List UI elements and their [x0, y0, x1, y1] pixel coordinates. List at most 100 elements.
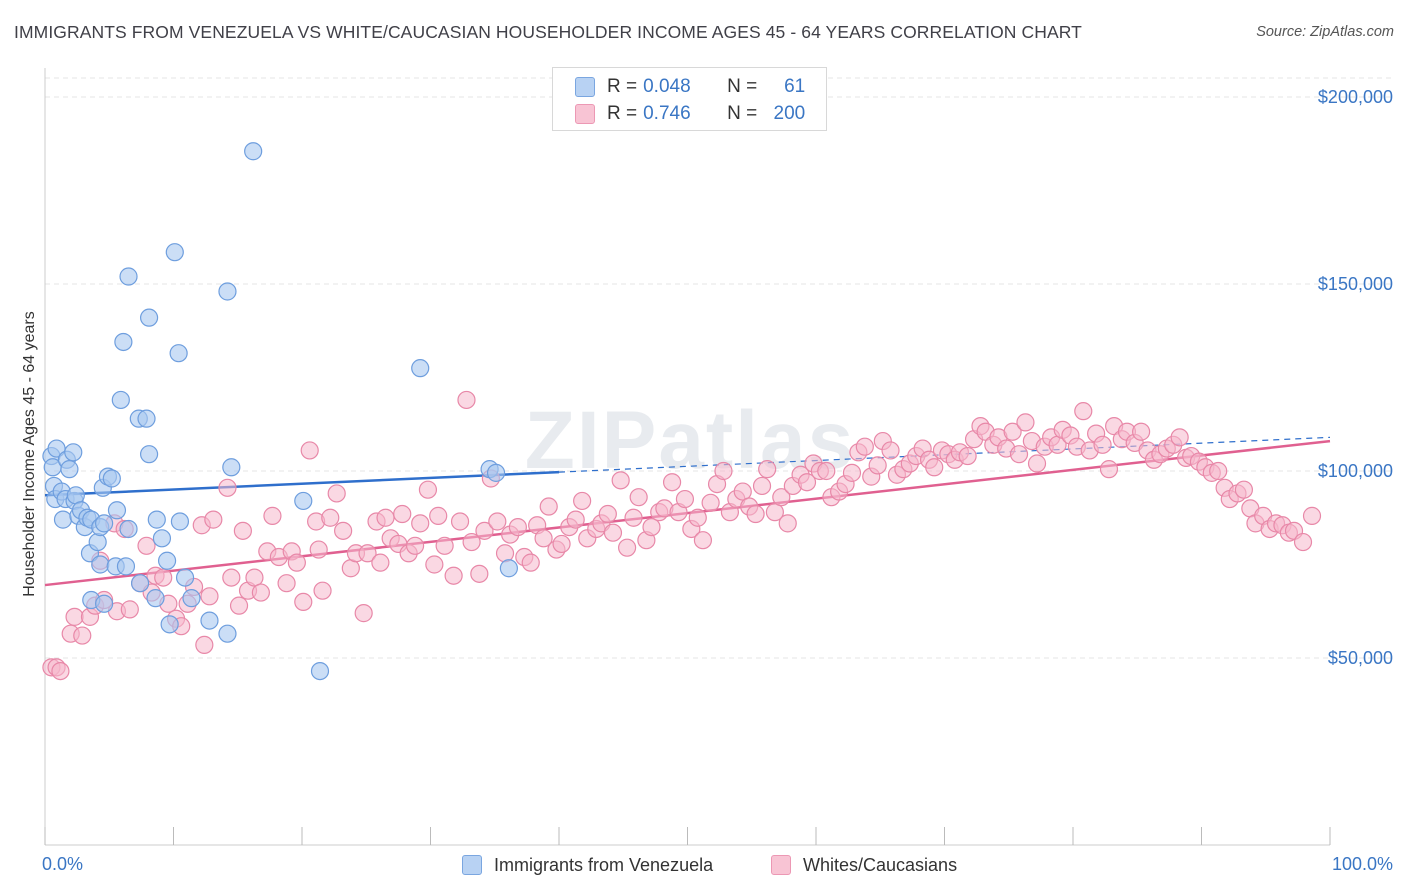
point-venezuela	[165, 243, 184, 262]
point-whites	[222, 568, 241, 587]
point-whites	[263, 506, 282, 525]
y-tick-label: $200,000	[1318, 87, 1393, 107]
point-whites	[758, 460, 777, 479]
point-venezuela	[170, 512, 190, 531]
point-whites	[1027, 454, 1047, 473]
point-whites	[629, 488, 648, 507]
point-venezuela	[160, 615, 179, 634]
legend-n-value: 200	[773, 103, 806, 124]
point-whites	[154, 568, 173, 587]
point-whites	[566, 510, 585, 529]
legend-row-venezuela: R = 0.048 N = 61	[575, 75, 805, 99]
point-whites	[327, 484, 346, 503]
point-venezuela	[119, 267, 138, 286]
legend-r-label: R =	[607, 103, 638, 124]
point-whites	[425, 555, 444, 574]
point-whites	[534, 529, 553, 548]
point-venezuela	[200, 611, 219, 630]
point-whites	[1009, 445, 1029, 464]
point-whites	[300, 441, 319, 460]
point-whites	[1016, 413, 1035, 432]
point-venezuela	[182, 589, 201, 608]
point-whites	[287, 553, 306, 572]
source-label: Source: ZipAtlas.com	[1256, 24, 1394, 40]
point-whites	[229, 596, 249, 615]
point-venezuela	[175, 568, 195, 587]
legend-swatch-blue	[575, 77, 595, 97]
point-whites	[855, 437, 874, 456]
point-whites	[714, 461, 733, 481]
point-whites	[1003, 422, 1022, 441]
point-venezuela	[169, 344, 188, 363]
point-whites	[218, 478, 237, 497]
point-whites	[495, 544, 515, 563]
point-whites	[842, 463, 862, 482]
point-whites	[309, 540, 328, 559]
point-whites	[65, 607, 84, 626]
point-whites	[354, 604, 373, 623]
point-whites	[444, 566, 463, 585]
point-whites	[701, 493, 720, 512]
point-whites	[675, 489, 695, 509]
point-venezuela	[88, 532, 107, 552]
point-whites	[204, 510, 223, 529]
point-whites	[693, 531, 713, 550]
point-whites	[435, 536, 454, 555]
point-whites	[51, 661, 70, 681]
point-venezuela	[60, 460, 79, 479]
point-whites	[418, 480, 438, 499]
point-whites	[618, 538, 637, 557]
point-whites	[772, 488, 791, 507]
point-whites	[251, 583, 270, 602]
point-whites	[573, 491, 592, 511]
point-whites	[1302, 506, 1322, 525]
point-venezuela	[107, 501, 127, 520]
point-whites	[925, 458, 944, 477]
point-venezuela	[139, 445, 159, 464]
point-whites	[688, 508, 707, 527]
point-venezuela	[310, 661, 330, 681]
point-venezuela	[218, 624, 237, 643]
point-whites	[405, 536, 425, 555]
legend-r-value: 0.048	[643, 76, 691, 97]
point-whites	[470, 564, 489, 583]
point-whites	[958, 446, 977, 466]
point-whites	[603, 523, 623, 542]
point-whites	[1132, 422, 1151, 441]
point-whites	[73, 626, 92, 645]
point-whites	[457, 390, 476, 410]
point-whites	[195, 635, 214, 655]
bottom-legend-swatch-pink	[771, 855, 791, 875]
point-whites	[475, 521, 494, 540]
point-whites	[294, 592, 313, 612]
point-whites	[358, 544, 377, 563]
point-whites	[321, 508, 340, 527]
point-venezuela	[53, 510, 73, 529]
point-whites	[752, 476, 772, 496]
bottom-legend-venezuela: Immigrants from Venezuela	[462, 852, 713, 878]
point-venezuela	[130, 574, 150, 593]
point-whites	[120, 600, 139, 619]
point-venezuela	[95, 594, 114, 613]
point-whites	[733, 482, 752, 501]
point-whites	[521, 553, 540, 572]
chart-title: IMMIGRANTS FROM VENEZUELA VS WHITE/CAUCA…	[14, 22, 1082, 42]
point-whites	[624, 508, 643, 527]
bottom-legend-swatch-blue	[462, 855, 482, 875]
point-whites	[598, 504, 617, 524]
gridlines	[45, 77, 1395, 659]
point-whites	[334, 521, 353, 540]
point-venezuela	[114, 332, 133, 352]
y-tick-label: $100,000	[1318, 461, 1393, 481]
point-whites	[393, 504, 412, 524]
point-venezuela	[137, 409, 156, 428]
point-venezuela	[499, 559, 518, 578]
point-whites	[1074, 402, 1093, 421]
point-whites	[662, 473, 682, 492]
point-whites	[233, 521, 252, 540]
legend-n-value: 61	[784, 76, 806, 97]
point-venezuela	[111, 390, 130, 410]
point-whites	[611, 471, 630, 490]
bottom-legend-label: Whites/Caucasians	[803, 854, 958, 875]
point-venezuela	[64, 443, 83, 462]
